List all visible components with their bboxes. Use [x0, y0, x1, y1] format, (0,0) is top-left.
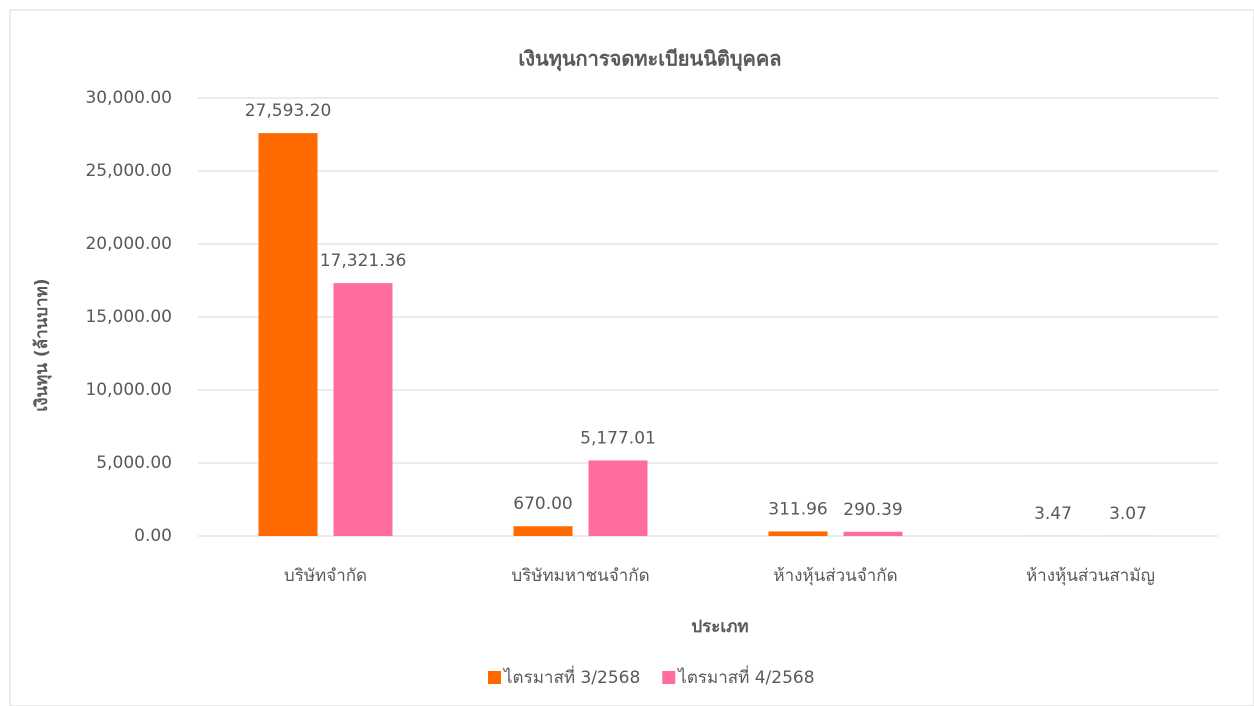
bar	[588, 460, 648, 536]
bar	[768, 531, 828, 536]
chart-frame	[9, 9, 1254, 706]
y-tick-label: 15,000.00	[85, 307, 172, 327]
data-label: 290.39	[843, 500, 902, 520]
data-label: 3.07	[1109, 504, 1147, 524]
data-label: 3.47	[1034, 504, 1072, 524]
y-tick-label: 0.00	[134, 526, 172, 546]
y-tick-label: 10,000.00	[85, 380, 172, 400]
y-tick-label: 30,000.00	[85, 88, 172, 108]
legend-label: ไตรมาสที่ 3/2568	[502, 665, 640, 688]
chart-title: เงินทุนการจดทะเบียนนิติบุคคล	[518, 47, 781, 72]
legend-swatch	[662, 671, 676, 684]
data-label: 17,321.36	[320, 251, 407, 271]
bar	[843, 531, 903, 536]
x-tick-label: บริษัทจำกัด	[284, 566, 367, 586]
bar	[333, 283, 393, 536]
y-tick-label: 25,000.00	[85, 161, 172, 181]
data-label: 311.96	[768, 499, 827, 519]
y-axis-title: เงินทุน (ล้านบาท)	[32, 278, 52, 411]
y-tick-label: 20,000.00	[85, 234, 172, 254]
y-tick-label: 5,000.00	[96, 453, 172, 473]
data-label: 27,593.20	[245, 101, 332, 121]
data-label: 670.00	[513, 494, 572, 514]
legend-label: ไตรมาสที่ 4/2568	[676, 665, 814, 688]
x-tick-label: ห้างหุ้นส่วนจำกัด	[773, 566, 897, 586]
bar	[258, 133, 318, 536]
x-tick-label: บริษัทมหาชนจำกัด	[511, 566, 649, 586]
x-axis-title: ประเภท	[691, 617, 748, 637]
x-tick-label: ห้างหุ้นส่วนสามัญ	[1026, 566, 1155, 586]
data-label: 5,177.01	[580, 428, 656, 448]
legend-swatch	[488, 671, 501, 684]
bar	[513, 526, 573, 536]
